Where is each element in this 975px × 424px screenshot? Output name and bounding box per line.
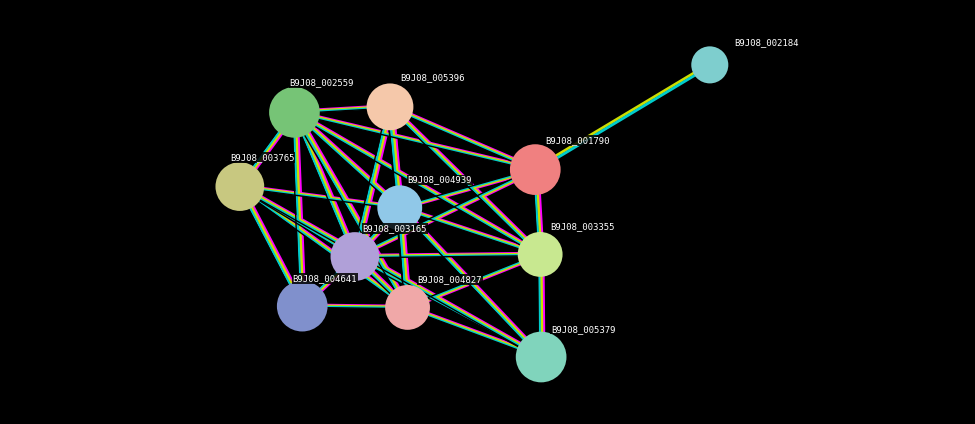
Text: B9J08_004641: B9J08_004641	[292, 274, 357, 283]
Ellipse shape	[269, 87, 320, 138]
Ellipse shape	[691, 46, 728, 84]
Text: B9J08_002184: B9J08_002184	[734, 38, 799, 47]
Ellipse shape	[377, 185, 422, 230]
Text: B9J08_004827: B9J08_004827	[417, 275, 482, 284]
Text: B9J08_004939: B9J08_004939	[408, 176, 472, 184]
Text: B9J08_001790: B9J08_001790	[545, 136, 609, 145]
Text: B9J08_005396: B9J08_005396	[400, 73, 464, 82]
Text: B9J08_003355: B9J08_003355	[550, 222, 614, 231]
Ellipse shape	[510, 144, 561, 195]
Ellipse shape	[331, 232, 379, 281]
Text: B9J08_003165: B9J08_003165	[363, 224, 427, 233]
Ellipse shape	[518, 232, 563, 277]
Ellipse shape	[277, 281, 328, 332]
Ellipse shape	[516, 332, 566, 382]
Ellipse shape	[385, 285, 430, 330]
Text: B9J08_003765: B9J08_003765	[230, 153, 294, 162]
Text: B9J08_002559: B9J08_002559	[290, 78, 354, 87]
Ellipse shape	[215, 162, 264, 211]
Ellipse shape	[367, 84, 413, 130]
Text: B9J08_005379: B9J08_005379	[551, 325, 615, 334]
